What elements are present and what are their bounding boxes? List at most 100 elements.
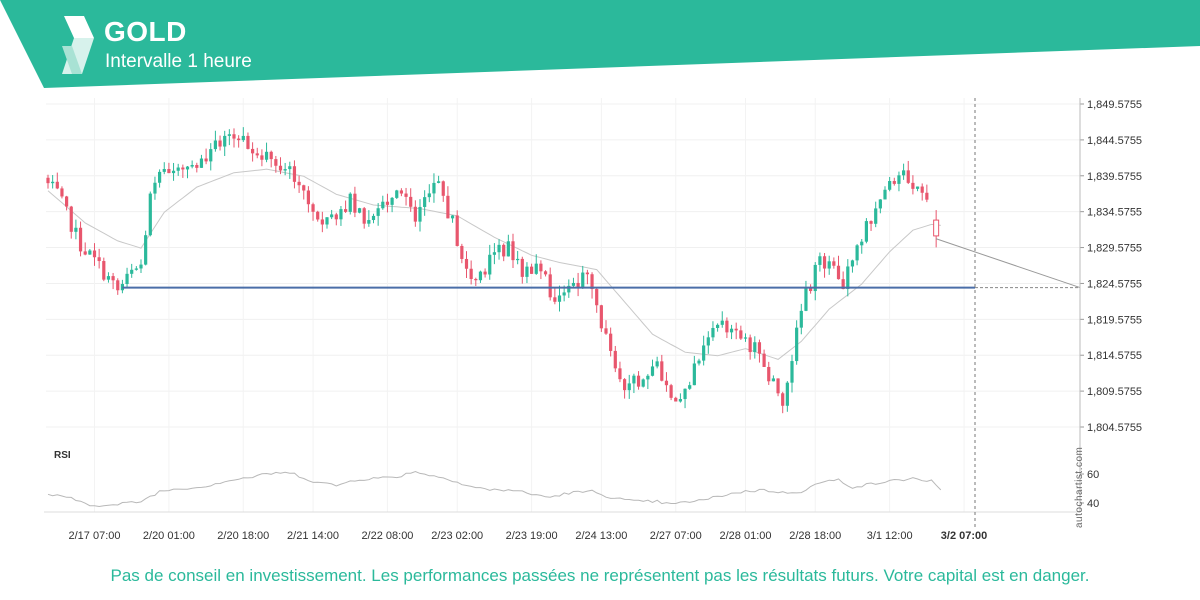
candle-body xyxy=(623,379,627,391)
candle-body xyxy=(706,337,710,346)
candle-body xyxy=(320,219,324,225)
candle-body xyxy=(646,375,650,380)
candle xyxy=(97,248,101,269)
candle xyxy=(920,183,924,201)
candle xyxy=(162,162,166,175)
candle xyxy=(683,388,687,409)
rsi-tick-label: 40 xyxy=(1087,498,1099,510)
candle xyxy=(246,132,250,150)
candle xyxy=(795,320,799,365)
price-tick-label: 1,809.5755 xyxy=(1087,386,1142,398)
candle-body xyxy=(660,361,664,381)
time-tick-label: 2/22 08:00 xyxy=(361,530,413,542)
candle xyxy=(404,187,408,206)
candle xyxy=(432,173,436,203)
candle xyxy=(902,163,906,180)
candle-body xyxy=(506,241,510,257)
candle-body xyxy=(818,256,822,265)
candle xyxy=(822,252,827,278)
candle-body xyxy=(888,181,892,190)
candle xyxy=(381,195,385,210)
candle-body xyxy=(469,268,473,279)
candle xyxy=(669,383,673,401)
candle xyxy=(599,304,603,332)
candle-body xyxy=(316,211,320,220)
candle xyxy=(320,211,324,233)
candle-body xyxy=(362,208,366,224)
candle-body xyxy=(655,361,659,367)
candle-body xyxy=(148,193,152,236)
candle xyxy=(553,287,557,305)
candle-body xyxy=(897,175,901,184)
candle-body xyxy=(502,244,506,257)
candle xyxy=(897,171,901,192)
candle xyxy=(618,361,622,383)
candle xyxy=(548,267,552,301)
candle-body xyxy=(925,192,929,200)
candle-body xyxy=(636,375,641,387)
candle xyxy=(646,374,650,390)
time-tick-label: 2/24 13:00 xyxy=(575,530,627,542)
candle xyxy=(102,257,106,282)
candle-body xyxy=(813,264,817,292)
candle xyxy=(260,149,264,167)
rsi-line xyxy=(47,470,942,508)
candle xyxy=(688,381,692,390)
candle-body xyxy=(413,206,417,222)
candle xyxy=(376,203,380,226)
candle-body xyxy=(218,140,222,147)
candle-body xyxy=(367,220,371,224)
candle-body xyxy=(641,379,645,387)
candle-body xyxy=(841,279,845,290)
candle xyxy=(330,209,334,220)
candle xyxy=(869,220,873,231)
candle xyxy=(353,186,357,218)
candle-body xyxy=(525,266,529,277)
candle-body xyxy=(264,151,269,160)
candle xyxy=(78,221,83,257)
candle-body xyxy=(557,295,562,302)
candle xyxy=(748,334,752,360)
candle-body xyxy=(474,278,478,281)
candle-body xyxy=(181,167,185,170)
candle xyxy=(120,279,124,294)
candle-body xyxy=(674,397,678,402)
candle xyxy=(525,262,529,284)
candle xyxy=(762,349,766,367)
candle xyxy=(855,244,859,266)
candle xyxy=(785,381,789,412)
candle-body xyxy=(874,208,878,224)
candle xyxy=(134,266,138,271)
candle xyxy=(557,285,562,312)
candle xyxy=(609,327,613,357)
candle xyxy=(125,267,129,288)
candle-body xyxy=(60,188,64,197)
candle-body xyxy=(753,342,757,353)
candle xyxy=(223,130,227,157)
candle-body xyxy=(781,393,785,406)
price-tick-label: 1,829.5755 xyxy=(1087,243,1142,255)
candle-body xyxy=(162,169,166,172)
candle-body xyxy=(302,185,306,191)
candle-body xyxy=(190,164,194,167)
candle xyxy=(423,190,427,216)
candle-body xyxy=(915,186,920,189)
candle-body xyxy=(864,221,868,242)
candle-body xyxy=(692,363,696,386)
candle xyxy=(502,243,506,262)
candle xyxy=(88,249,92,255)
candle xyxy=(827,255,831,275)
candle xyxy=(395,189,399,200)
candle-body xyxy=(743,337,748,339)
candle-body xyxy=(432,182,436,194)
candle xyxy=(595,287,599,313)
candle-body xyxy=(176,167,180,171)
candle xyxy=(925,184,929,203)
candle-body xyxy=(795,327,799,362)
candle-body xyxy=(804,288,808,311)
candle xyxy=(576,272,580,297)
candle-body xyxy=(158,171,162,183)
candle xyxy=(860,239,864,254)
candle xyxy=(874,201,878,228)
candle xyxy=(460,243,464,264)
